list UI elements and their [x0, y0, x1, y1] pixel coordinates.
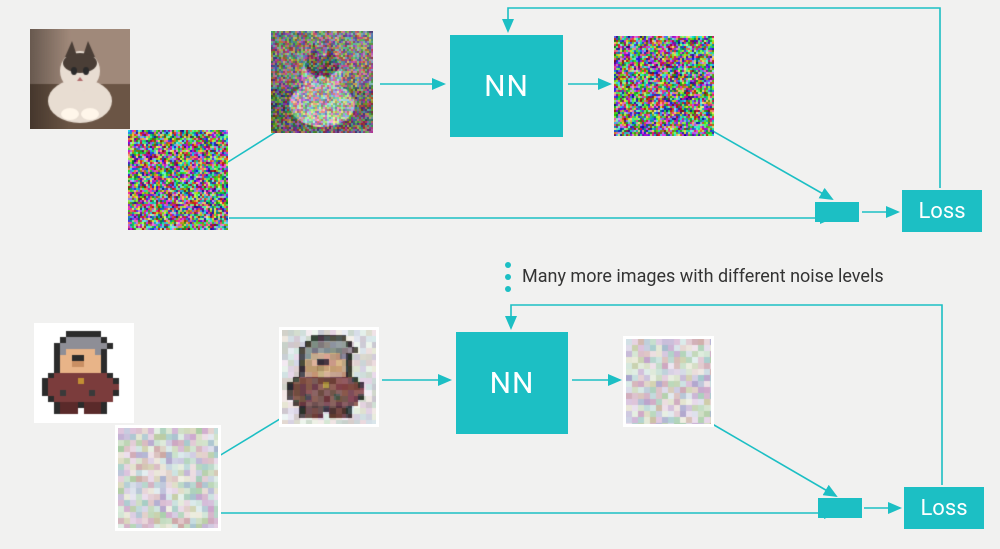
input-image-sprite [37, 326, 131, 420]
nn-output-noise-2 [626, 339, 711, 424]
minus-box-2 [818, 498, 862, 518]
nn-output-noise-1 [614, 36, 714, 136]
noise-input-2 [118, 428, 218, 528]
loss-label-2: Loss [920, 496, 967, 521]
diagram-stage: NN Loss Many more images with different … [0, 0, 1000, 549]
input-image-cat [30, 29, 130, 129]
nn-box-2: NN [456, 332, 568, 434]
minus-box-1 [815, 202, 859, 222]
loss-label-1: Loss [918, 199, 965, 224]
loss-box-1: Loss [902, 190, 982, 232]
nn-label-2: NN [490, 366, 535, 401]
caption-text: Many more images with different noise le… [522, 266, 884, 287]
noisy-image-1 [271, 31, 373, 133]
ellipsis-dots [505, 262, 511, 292]
nn-box-1: NN [450, 35, 563, 137]
noise-input-1 [128, 130, 228, 230]
nn-label-1: NN [484, 69, 529, 104]
loss-box-2: Loss [904, 487, 984, 529]
noisy-image-2 [282, 330, 376, 424]
